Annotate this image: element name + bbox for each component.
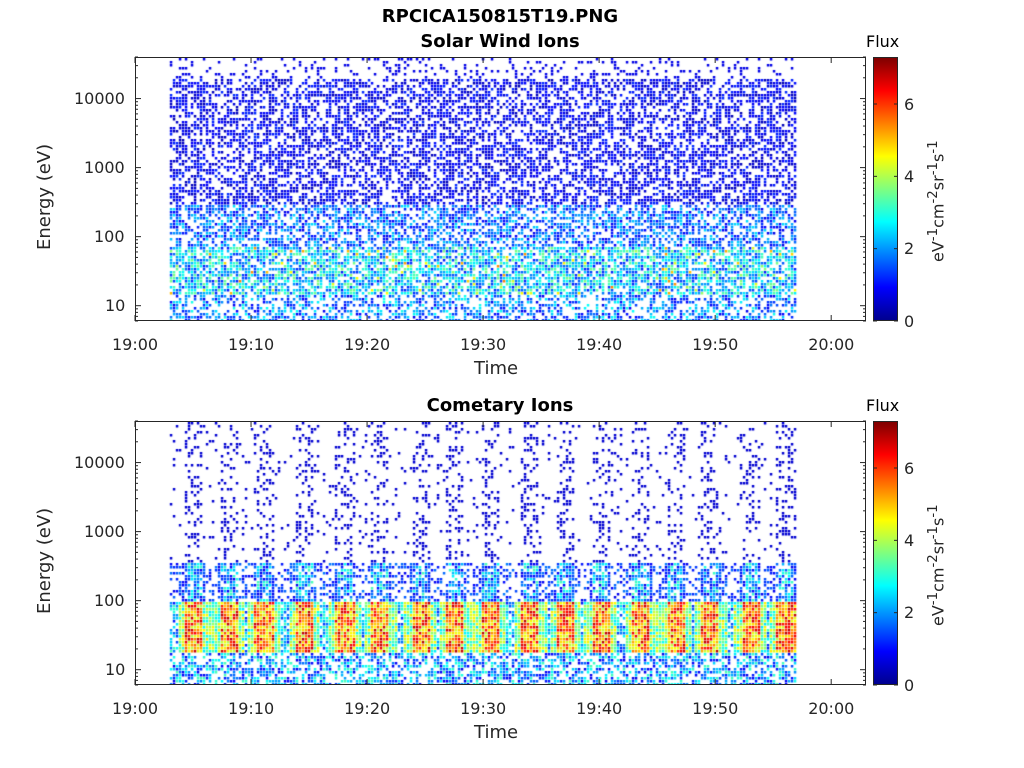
panel-title-solar-wind: Solar Wind Ions: [420, 31, 580, 52]
x-axis-label-cometary: Time: [474, 722, 519, 743]
colorbar-title-solar-wind: Flux: [866, 32, 900, 51]
colorbar-tick-label: 0: [904, 675, 915, 695]
x-tick-label: 19:20: [344, 335, 391, 354]
x-tick-label: 19:10: [228, 699, 275, 718]
x-tick-label: 19:00: [112, 699, 159, 718]
y-tick-label: 1000: [84, 158, 125, 178]
x-tick-label: 19:30: [460, 335, 507, 354]
spectrogram-solar-wind: [136, 58, 864, 320]
x-tick-label: 19:40: [576, 699, 623, 718]
colorbar-tick-label: 4: [904, 530, 915, 550]
colorbar-cometary: [873, 421, 898, 685]
y-axis-label-solar-wind: Energy (eV): [34, 143, 55, 250]
colorbar-label-solar-wind: eV-1cm-2sr-1s-1: [926, 140, 948, 262]
colorbar-tick-label: 2: [904, 603, 915, 623]
colorbar-tick-label: 2: [904, 239, 915, 259]
colorbar-title-cometary: Flux: [866, 396, 900, 415]
plot-frame-cometary: [135, 421, 866, 685]
figure-title: RPCICA150815T19.PNG: [381, 6, 619, 27]
y-tick-label: 10000: [74, 453, 125, 473]
y-tick-label: 100: [94, 227, 125, 247]
y-tick-label: 1000: [84, 522, 125, 542]
colorbar-tick-label: 4: [904, 166, 915, 186]
x-tick-label: 19:00: [112, 335, 159, 354]
x-tick-label: 20:00: [808, 335, 855, 354]
x-axis-label-solar-wind: Time: [474, 358, 519, 379]
colorbar-label-cometary: eV-1cm-2sr-1s-1: [926, 504, 948, 626]
x-tick-label: 19:40: [576, 335, 623, 354]
y-axis-label-cometary: Energy (eV): [34, 507, 55, 614]
spectrogram-cometary: [136, 422, 864, 684]
x-tick-label: 19:50: [692, 699, 739, 718]
x-tick-label: 19:50: [692, 335, 739, 354]
y-tick-label: 10: [105, 660, 126, 680]
x-tick-label: 20:00: [808, 699, 855, 718]
panel-title-cometary: Cometary Ions: [426, 395, 574, 416]
plot-frame-solar-wind: [135, 57, 866, 321]
x-tick-label: 19:10: [228, 335, 275, 354]
y-tick-label: 10: [105, 296, 126, 316]
x-tick-label: 19:20: [344, 699, 391, 718]
colorbar-tick-label: 6: [904, 458, 915, 478]
colorbar-solar-wind: [873, 57, 898, 321]
colorbar-tick-label: 6: [904, 94, 915, 114]
y-tick-label: 10000: [74, 89, 125, 109]
y-tick-label: 100: [94, 591, 125, 611]
x-tick-label: 19:30: [460, 699, 507, 718]
colorbar-tick-label: 0: [904, 311, 915, 331]
